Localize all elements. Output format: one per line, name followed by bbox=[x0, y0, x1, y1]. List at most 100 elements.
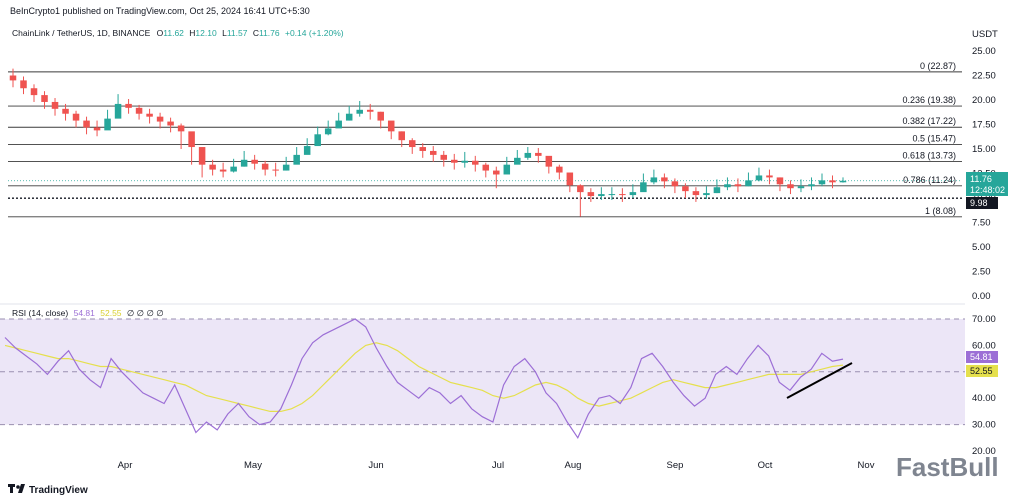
candle bbox=[293, 147, 300, 165]
candle bbox=[829, 175, 836, 189]
candle bbox=[745, 172, 752, 187]
candle bbox=[766, 169, 773, 185]
price-tick-label: 2.50 bbox=[972, 267, 991, 278]
candle bbox=[682, 183, 689, 198]
candle bbox=[577, 184, 584, 217]
candle bbox=[587, 188, 595, 202]
candle bbox=[419, 143, 427, 158]
candle bbox=[713, 179, 721, 194]
candle bbox=[608, 187, 616, 200]
candle bbox=[9, 68, 17, 88]
candle bbox=[566, 172, 574, 193]
rsi-ma-tag-text: 52.55 bbox=[970, 366, 993, 376]
rsi-tick-label: 20.00 bbox=[972, 446, 996, 457]
candle bbox=[261, 160, 269, 176]
candle bbox=[230, 158, 237, 173]
candle bbox=[734, 178, 742, 193]
x-tick-label: Jul bbox=[492, 460, 504, 471]
candle bbox=[93, 120, 101, 137]
dotted-line-tag bbox=[966, 197, 998, 209]
price-pane: 0 (22.87) 0.236 (19.38) 0.382 (17.22) 0.5 (… bbox=[8, 61, 962, 218]
rsi-trend-line bbox=[786, 362, 853, 399]
symbol-ohlc-line: ChainLink / TetherUS, 1D, BINANCE O11.62… bbox=[12, 28, 344, 38]
candle bbox=[556, 164, 563, 180]
rsi-tick-label: 60.00 bbox=[972, 340, 996, 351]
candle bbox=[20, 76, 27, 95]
tradingview-logo-icon bbox=[8, 484, 25, 493]
fib-level-label: 0.618 (13.73) bbox=[902, 150, 956, 160]
candle bbox=[51, 98, 59, 116]
rsi-tick-label: 40.00 bbox=[972, 393, 996, 404]
x-tick-label: Aug bbox=[565, 460, 582, 471]
ohlc-l-label: L bbox=[222, 28, 227, 38]
candle bbox=[314, 126, 321, 147]
candle bbox=[535, 148, 542, 163]
dotted-line-value: 9.98 bbox=[970, 198, 988, 208]
candle bbox=[282, 156, 290, 171]
ohlc-c-label: C bbox=[253, 28, 259, 38]
price-tick-label: 17.50 bbox=[972, 120, 996, 131]
candle bbox=[398, 131, 405, 148]
candle bbox=[797, 179, 805, 193]
candle bbox=[219, 162, 227, 178]
candle bbox=[387, 120, 395, 140]
candle bbox=[440, 150, 448, 167]
price-tick-label: 25.00 bbox=[972, 46, 996, 57]
fib-level-label: 0.5 (15.47) bbox=[912, 133, 956, 143]
candle bbox=[808, 177, 815, 191]
candle bbox=[545, 155, 553, 174]
candle bbox=[104, 109, 111, 131]
price-tick-label: 0.00 bbox=[972, 291, 991, 302]
ohlc-close: 11.76 bbox=[259, 28, 280, 38]
candle bbox=[451, 153, 458, 170]
candle bbox=[493, 166, 500, 189]
candle bbox=[209, 159, 216, 176]
ohlc-h-label: H bbox=[189, 28, 195, 38]
candle bbox=[377, 111, 384, 129]
x-tick-label: Apr bbox=[118, 460, 133, 471]
candle bbox=[62, 103, 69, 121]
price-tick-label: 22.50 bbox=[972, 71, 996, 82]
published-header: BeInCrypto1 published on TradingView.com… bbox=[10, 6, 310, 16]
candle bbox=[356, 100, 363, 117]
price-tick-label: 20.00 bbox=[972, 95, 996, 106]
candle bbox=[408, 138, 416, 154]
x-tick-label: Sep bbox=[667, 460, 684, 471]
price-tick-label: 5.00 bbox=[972, 242, 991, 253]
last-price-tag bbox=[966, 172, 1008, 196]
rsi-pane bbox=[0, 318, 965, 440]
last-price-value: 11.76 bbox=[970, 174, 992, 184]
candle bbox=[167, 117, 174, 133]
candle bbox=[114, 94, 122, 119]
candle bbox=[640, 173, 647, 193]
candle bbox=[692, 187, 700, 202]
rsi-line bbox=[4, 318, 844, 440]
rsi-value-tag-text: 54.81 bbox=[970, 352, 993, 362]
rsi-tick-label: 30.00 bbox=[972, 420, 996, 431]
rsi-extra-header: ∅ ∅ ∅ ∅ bbox=[127, 308, 164, 318]
rsi-tick-label: 70.00 bbox=[972, 314, 996, 325]
candle bbox=[472, 155, 479, 172]
x-tick-label: May bbox=[244, 460, 262, 471]
tradingview-label: TradingView bbox=[29, 485, 88, 496]
candle bbox=[724, 177, 731, 191]
currency-label: USDT bbox=[972, 29, 998, 40]
fib-level-label: 0 (22.87) bbox=[920, 61, 956, 71]
candle bbox=[776, 177, 784, 192]
fastbull-watermark: FastBull bbox=[896, 452, 999, 482]
ohlc-low: 11.57 bbox=[227, 28, 248, 38]
candle bbox=[303, 138, 311, 155]
candle bbox=[461, 151, 469, 168]
fib-level-label: 0.236 (19.38) bbox=[902, 95, 956, 105]
candle bbox=[156, 112, 164, 129]
candle bbox=[188, 131, 195, 165]
candle bbox=[135, 104, 143, 120]
ohlc-open: 11.62 bbox=[163, 28, 184, 38]
candle bbox=[366, 103, 374, 120]
candle bbox=[240, 150, 248, 167]
candle bbox=[83, 116, 90, 135]
candle bbox=[482, 162, 490, 178]
rsi-value-tag bbox=[966, 351, 998, 363]
